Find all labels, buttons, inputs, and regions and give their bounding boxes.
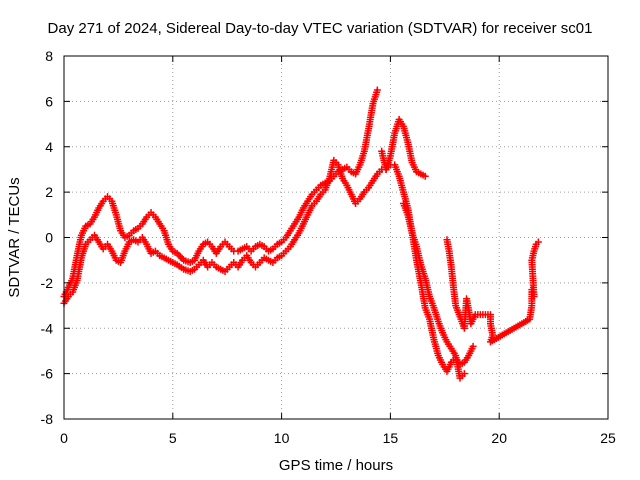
x-axis-title: GPS time / hours: [279, 457, 393, 474]
data-point: [373, 86, 381, 94]
y-axis-title: SDTVAR / TECUs: [6, 177, 23, 297]
y-tick-label: -4: [41, 320, 54, 336]
x-tick-label: 10: [274, 430, 290, 446]
y-tick-label: -2: [41, 275, 54, 291]
data-point: [469, 342, 477, 350]
data-points: [60, 86, 542, 382]
axes: 0 5 10 15 20 25 -8 -6 -4 -2 0 2 4 6 8: [41, 48, 616, 446]
chart-title: Day 271 of 2024, Sidereal Day-to-day VTE…: [48, 20, 593, 37]
y-tick-label: 0: [45, 230, 53, 246]
y-tick-label: 6: [45, 93, 53, 109]
y-tick-label: -8: [41, 411, 54, 427]
x-tick-label: 25: [600, 430, 616, 446]
series-1: [60, 86, 429, 300]
x-tick-label: 0: [60, 430, 68, 446]
grid-lines: [64, 56, 608, 419]
data-point: [534, 238, 542, 246]
data-point: [460, 370, 468, 378]
x-tick-label: 5: [169, 430, 177, 446]
y-tick-label: -6: [41, 366, 54, 382]
y-tick-label: 4: [45, 139, 53, 155]
series-3: [399, 199, 468, 382]
x-tick-label: 15: [383, 430, 399, 446]
series-4: [443, 236, 542, 346]
series-2: [60, 156, 477, 375]
y-tick-label: 8: [45, 48, 53, 64]
data-point: [421, 172, 429, 180]
y-tick-label: 2: [45, 184, 53, 200]
x-tick-label: 20: [491, 430, 507, 446]
